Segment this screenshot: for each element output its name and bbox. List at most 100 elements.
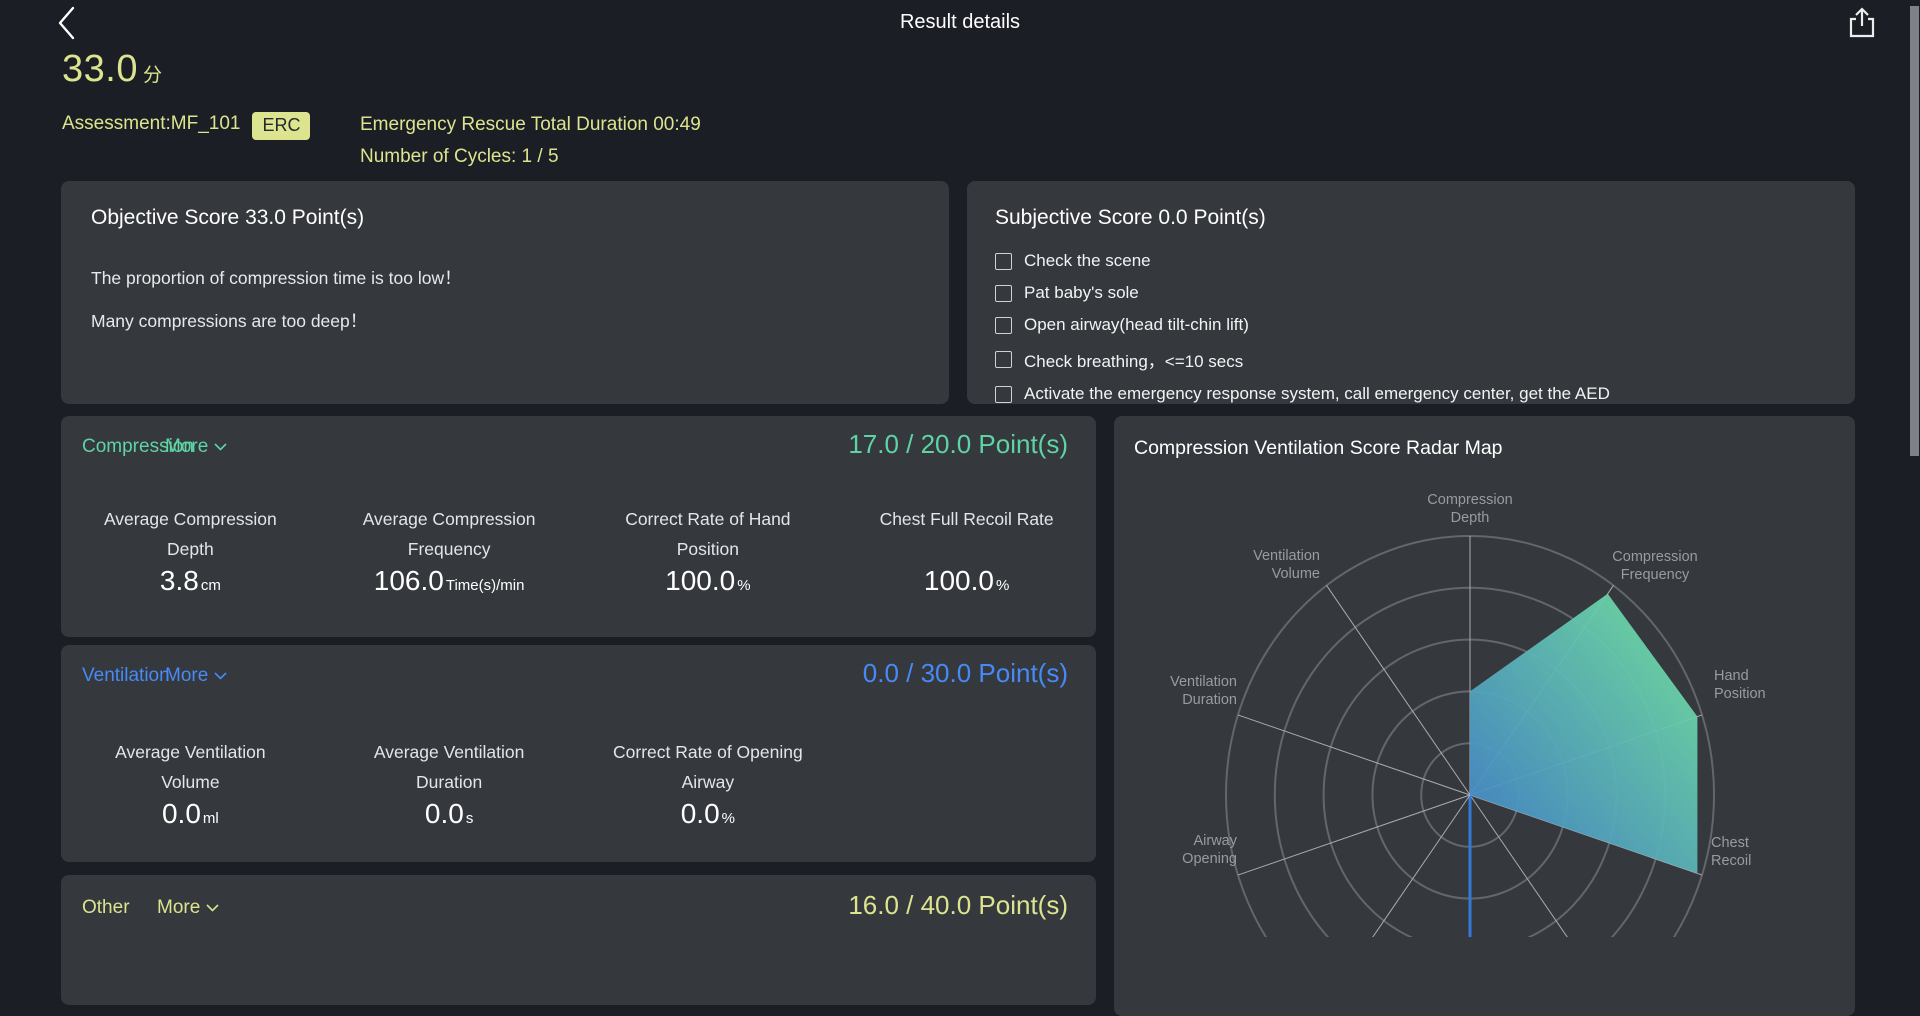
metric-label: Average Ventilation: [115, 742, 266, 762]
ventilation-section-title: Ventilation: [82, 665, 170, 686]
metric-avg-ventilation-duration: Average Ventilation Duration 0.0 s: [320, 737, 579, 830]
metric-avg-compression-depth: Average Compression Depth 3.8 cm: [61, 504, 320, 597]
ventilation-score: 0.0 / 30.0 Point(s): [862, 658, 1068, 688]
checkbox-label: Activate the emergency response system, …: [1024, 384, 1610, 403]
metric-value: 106.0: [373, 565, 444, 596]
other-score: 16.0 / 40.0 Point(s): [848, 890, 1068, 920]
compression-score: 17.0 / 20.0 Point(s): [848, 429, 1068, 459]
page-title: Result details: [899, 11, 1021, 33]
assessment-row: Assessment:MF_101 ERC: [62, 112, 311, 140]
checklist-item: Open airway(head tilt-chin lift): [995, 315, 1610, 335]
metric-hand-position-rate: Correct Rate of Hand Position 100.0%: [579, 504, 838, 597]
other-more-button[interactable]: More: [157, 897, 219, 919]
radar-title: Compression Ventilation Score Radar Map: [1134, 437, 1503, 459]
metric-avg-ventilation-volume: Average Ventilation Volume 0.0 ml: [61, 737, 320, 830]
metric-value: 0.0: [161, 798, 201, 829]
metric-value: 0.0: [680, 798, 720, 829]
metric-unit: s: [465, 810, 474, 827]
total-score-value: 33.0: [62, 48, 138, 90]
checklist-item: Activate the emergency response system, …: [995, 384, 1610, 404]
checkbox[interactable]: [995, 351, 1012, 368]
metric-chest-recoil-rate: Chest Full Recoil Rate 100.0%: [837, 504, 1096, 597]
total-duration-label: Emergency Rescue Total Duration 00:49: [360, 114, 701, 135]
compression-more-button[interactable]: More: [165, 436, 227, 458]
ventilation-more-button[interactable]: More: [165, 665, 227, 687]
checkbox[interactable]: [995, 316, 1012, 334]
radar-axis-label-ventilation-volume: Ventilation Volume: [1253, 548, 1320, 582]
other-section: Other More 16.0 / 40.0 Point(s): [61, 875, 1096, 1005]
metric-unit: %: [737, 577, 751, 594]
checkbox-label: Check the scene: [1024, 251, 1151, 270]
compression-section: Compression More 17.0 / 20.0 Point(s) Av…: [61, 416, 1096, 637]
metric-label: Average Compression: [362, 509, 536, 529]
metric-label: Frequency: [407, 539, 491, 559]
checkbox[interactable]: [995, 385, 1012, 403]
metric-unit: %: [995, 577, 1010, 594]
radar-panel: Compression Ventilation Score Radar Map …: [1114, 416, 1855, 1016]
metric-airway-opening-rate: Correct Rate of Opening Airway 0.0%: [579, 737, 838, 830]
radar-data-polygon: [1470, 593, 1698, 874]
checklist-item: Pat baby's sole: [995, 283, 1610, 303]
radar-axis-label-hand-position: Hand Position: [1714, 668, 1766, 702]
metric-label: Average Compression: [103, 509, 277, 529]
ventilation-metrics: Average Ventilation Volume 0.0 ml Average…: [61, 737, 1096, 830]
checkbox[interactable]: [995, 252, 1012, 270]
top-bar: Result details: [0, 0, 1920, 46]
checkbox[interactable]: [995, 284, 1012, 302]
metric-value: 3.8: [159, 565, 199, 596]
objective-message: Many compressions are too deep！: [91, 311, 368, 331]
metric-avg-compression-frequency: Average Compression Frequency 106.0 Time(…: [320, 504, 579, 597]
metric-unit: cm: [200, 577, 221, 594]
metric-label: Airway: [681, 772, 735, 792]
share-export-icon: [1849, 7, 1875, 38]
checklist-item: Check the scene: [995, 251, 1610, 271]
back-button[interactable]: [54, 5, 82, 41]
chevron-down-icon: [214, 672, 227, 680]
erc-badge: ERC: [252, 112, 311, 140]
assessment-label: Assessment:MF_101: [62, 113, 241, 134]
metric-value: 100.0: [923, 565, 994, 596]
radar-axis-label-ventilation-duration: Ventilation Duration: [1170, 674, 1237, 708]
more-label: More: [157, 897, 201, 918]
vertical-scrollbar-thumb[interactable]: [1910, 6, 1919, 456]
radar-axis-label-chest-recoil: Chest Recoil: [1711, 835, 1752, 869]
subjective-score-panel: Subjective Score 0.0 Point(s) Check the …: [967, 181, 1855, 404]
subjective-score-title: Subjective Score 0.0 Point(s): [995, 206, 1266, 229]
objective-score-title: Objective Score 33.0 Point(s): [91, 206, 365, 229]
metric-unit: ml: [202, 810, 219, 827]
subjective-checklist: Check the scene Pat baby's sole Open air…: [995, 251, 1610, 416]
radar-axis-label-airway-opening: Airway Opening: [1182, 833, 1237, 867]
metric-unit: %: [721, 810, 736, 827]
metric-value: 0.0: [424, 798, 464, 829]
objective-message: The proportion of compression time is to…: [91, 268, 462, 288]
checkbox-label: Pat baby's sole: [1024, 283, 1139, 302]
chevron-left-icon: [58, 6, 75, 40]
radar-axis-label-compression-depth: Compression Depth: [1427, 492, 1513, 526]
compression-metrics: Average Compression Depth 3.8 cm Average …: [61, 504, 1096, 597]
metric-label: [837, 534, 1096, 564]
compression-section-title: Compression: [82, 436, 194, 457]
chevron-down-icon: [206, 904, 219, 912]
objective-score-panel: Objective Score 33.0 Point(s) The propor…: [61, 181, 949, 404]
share-button[interactable]: [1846, 5, 1878, 41]
chevron-down-icon: [214, 443, 227, 451]
radar-axis-label-compression-frequency: Compression Frequency: [1612, 549, 1698, 583]
more-label: More: [165, 436, 209, 457]
metric-label: Duration: [416, 772, 483, 792]
radar-chart: [1225, 535, 1715, 937]
metric-label: Chest Full Recoil Rate: [879, 509, 1054, 529]
other-section-title: Other: [82, 897, 130, 918]
metric-empty-cell: [837, 737, 1096, 830]
metric-label: Volume: [161, 772, 220, 792]
metric-value: 100.0: [665, 565, 736, 596]
metric-label: Average Ventilation: [373, 742, 525, 762]
checkbox-label: Check breathing，<=10 secs: [1024, 352, 1244, 371]
cycles-label: Number of Cycles: 1 / 5: [360, 146, 559, 167]
metric-unit: Time(s)/min: [445, 577, 525, 594]
more-label: More: [165, 665, 209, 686]
total-score: 33.0 分: [62, 48, 162, 91]
ventilation-section: Ventilation More 0.0 / 30.0 Point(s) Ave…: [61, 645, 1096, 862]
metric-label: Depth: [167, 539, 214, 559]
metric-label: Correct Rate of Opening: [613, 742, 803, 762]
